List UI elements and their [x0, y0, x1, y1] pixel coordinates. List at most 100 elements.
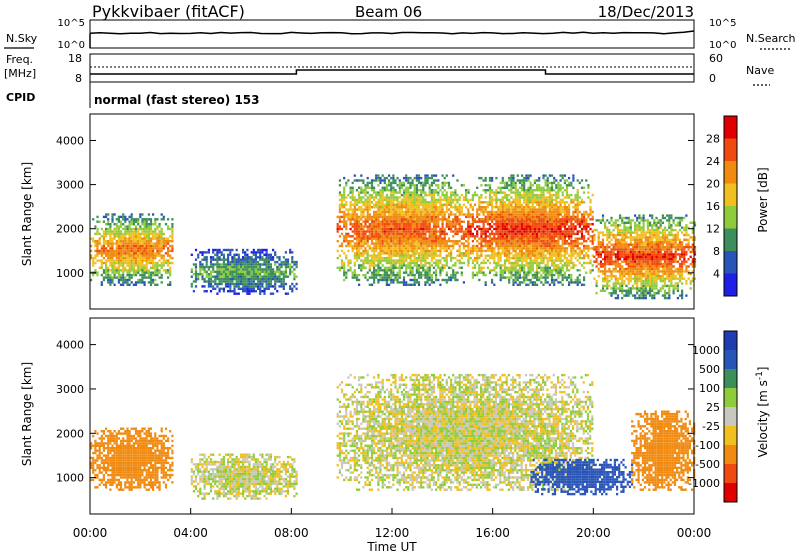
- echo-cell: [122, 247, 125, 250]
- echo-cell: [533, 261, 536, 265]
- echo-cell: [222, 260, 225, 264]
- echo-cell: [512, 278, 515, 282]
- echo-cell: [235, 273, 238, 276]
- echo-cell: [164, 259, 168, 262]
- echo-cell: [392, 227, 395, 231]
- echo-cell: [486, 247, 489, 250]
- echo-cell: [124, 256, 127, 260]
- echo-cell: [450, 191, 453, 194]
- echo-cell: [160, 242, 163, 245]
- echo-cell: [130, 252, 133, 255]
- echo-cell: [377, 259, 380, 262]
- echo-cell: [370, 256, 374, 260]
- echo-cell: [364, 184, 367, 187]
- echo-cell: [508, 256, 511, 260]
- echo-cell: [358, 240, 361, 243]
- echo-cell: [501, 203, 504, 206]
- echo-cell: [143, 273, 146, 277]
- echo-cell: [536, 184, 539, 187]
- echo-cell: [527, 230, 530, 233]
- echo-cell: [102, 237, 105, 240]
- echo-cell: [278, 275, 281, 278]
- echo-cell: [561, 210, 564, 214]
- echo-cell: [126, 240, 129, 243]
- echo-cell: [259, 292, 262, 295]
- echo-cell: [544, 244, 547, 248]
- echo-cell: [162, 259, 165, 262]
- echo-cell: [139, 264, 142, 267]
- echo-cell: [171, 244, 174, 248]
- echo-cell: [124, 252, 127, 255]
- echo-cell: [242, 258, 245, 261]
- echo-cell: [205, 258, 208, 261]
- echo-cell: [525, 213, 528, 216]
- echo-cell: [548, 242, 551, 245]
- echo-cell: [467, 240, 470, 243]
- echo-cell: [379, 266, 382, 269]
- echo-cell: [555, 201, 558, 204]
- echo-cell: [377, 220, 380, 223]
- echo-cell: [398, 254, 401, 257]
- echo-cell: [568, 237, 571, 240]
- echo-cell: [508, 271, 511, 274]
- echo-cell: [355, 218, 359, 221]
- echo-cell: [396, 191, 399, 194]
- echo-cell: [553, 193, 556, 197]
- echo-cell: [192, 280, 195, 283]
- echo-cell: [362, 230, 365, 233]
- echo-cell: [445, 196, 448, 199]
- echo-cell: [521, 206, 524, 209]
- echo-cell: [546, 266, 549, 269]
- echo-cell: [435, 210, 438, 214]
- echo-cell: [553, 227, 556, 231]
- echo-cell: [499, 242, 502, 245]
- echo-cell: [366, 191, 369, 194]
- echo-cell: [227, 260, 230, 264]
- echo-cell: [345, 276, 348, 279]
- echo-cell: [540, 261, 543, 265]
- echo-cell: [570, 235, 573, 238]
- echo-cell: [544, 247, 547, 250]
- echo-cell: [437, 264, 440, 267]
- echo-cell: [388, 218, 391, 221]
- echo-cell: [467, 189, 470, 192]
- echo-cell: [254, 270, 257, 273]
- echo-cell: [435, 191, 438, 194]
- echo-cell: [102, 276, 105, 279]
- echo-cell: [546, 225, 549, 228]
- echo-cell: [506, 232, 509, 236]
- echo-cell: [246, 277, 249, 281]
- echo-cell: [450, 213, 453, 216]
- echo-cell: [257, 273, 260, 276]
- echo-cell: [149, 240, 153, 243]
- echo-cell: [141, 247, 144, 250]
- echo-cell: [134, 281, 138, 284]
- echo-cell: [360, 242, 363, 245]
- echo-cell: [568, 208, 571, 211]
- echo-cell: [550, 273, 554, 277]
- echo-cell: [557, 264, 560, 267]
- echo-cell: [484, 196, 487, 199]
- echo-cell: [392, 278, 395, 282]
- echo-cell: [396, 249, 399, 253]
- echo-cell: [102, 235, 105, 238]
- echo-cell: [233, 277, 236, 281]
- echo-cell: [486, 235, 489, 238]
- echo-cell: [224, 277, 228, 281]
- echo-cell: [510, 225, 513, 228]
- echo-cell: [364, 198, 367, 202]
- echo-cell: [476, 208, 479, 211]
- echo-cell: [364, 203, 367, 206]
- echo-cell: [388, 213, 391, 216]
- echo-cell: [439, 266, 442, 269]
- echo-cell: [122, 269, 125, 272]
- echo-cell: [246, 268, 249, 271]
- echo-cell: [396, 271, 399, 274]
- echo-cell: [366, 210, 369, 214]
- echo-cell: [557, 213, 560, 216]
- echo-cell: [375, 210, 378, 214]
- echo-cell: [516, 196, 519, 199]
- echo-cell: [512, 232, 515, 236]
- echo-cell: [254, 282, 257, 286]
- echo-cell: [128, 256, 131, 260]
